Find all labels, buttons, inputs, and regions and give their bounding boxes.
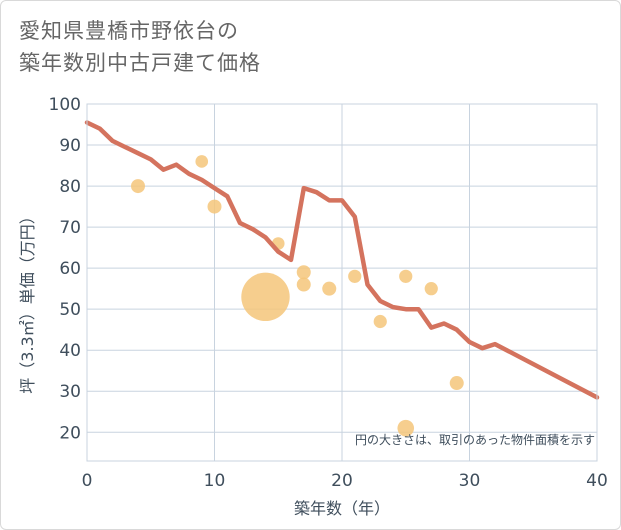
- axis-ticks: 20 30 40 50 60 70 80 90 100 0 10 20 30 40: [49, 95, 608, 491]
- x-tick-label: 10: [204, 471, 226, 491]
- y-tick-label: 90: [59, 136, 81, 156]
- y-tick-label: 50: [59, 300, 81, 320]
- price-line-series: [84, 120, 600, 400]
- bubble-point: [322, 281, 337, 296]
- bubble-point: [373, 314, 387, 329]
- y-tick-label: 100: [49, 95, 81, 115]
- y-tick-label: 60: [59, 259, 81, 279]
- y-tick-label: 40: [59, 341, 81, 361]
- bubble-point: [131, 179, 145, 194]
- x-tick-label: 40: [586, 471, 608, 491]
- bubble-point: [399, 269, 413, 283]
- y-tick-label: 30: [59, 382, 81, 402]
- y-axis-label: 坪（3.3㎡）単価（万円）: [18, 208, 37, 393]
- x-tick-label: 20: [331, 471, 353, 491]
- y-tick-label: 20: [59, 423, 81, 443]
- bubble-point: [424, 282, 438, 296]
- bubble-point: [241, 272, 290, 322]
- y-tick-label: 80: [59, 177, 81, 197]
- chart-title-line2: 築年数別中古戸建て価格: [19, 51, 261, 75]
- bubble-size-note: 円の大きさは、取引のあった物件面積を示す: [355, 432, 595, 447]
- y-tick-label: 70: [59, 218, 81, 238]
- plot-border: [86, 103, 598, 462]
- x-tick-label: 30: [459, 471, 481, 491]
- price-trend-line: [84, 120, 600, 400]
- chart-title-line1: 愛知県豊橋市野依台の: [19, 19, 239, 43]
- bubble-point: [296, 265, 311, 280]
- bubble-point: [397, 419, 415, 437]
- x-axis-label: 築年数（年）: [294, 499, 390, 518]
- bubble-point: [207, 199, 222, 214]
- chart-title: 愛知県豊橋市野依台の 築年数別中古戸建て価格: [19, 15, 261, 79]
- x-tick-label: 0: [82, 471, 93, 491]
- bubble-series: [131, 155, 464, 437]
- bubble-point: [195, 155, 209, 168]
- bubble-point: [296, 277, 311, 292]
- bubble-point: [449, 376, 464, 391]
- bubble-point: [348, 269, 362, 283]
